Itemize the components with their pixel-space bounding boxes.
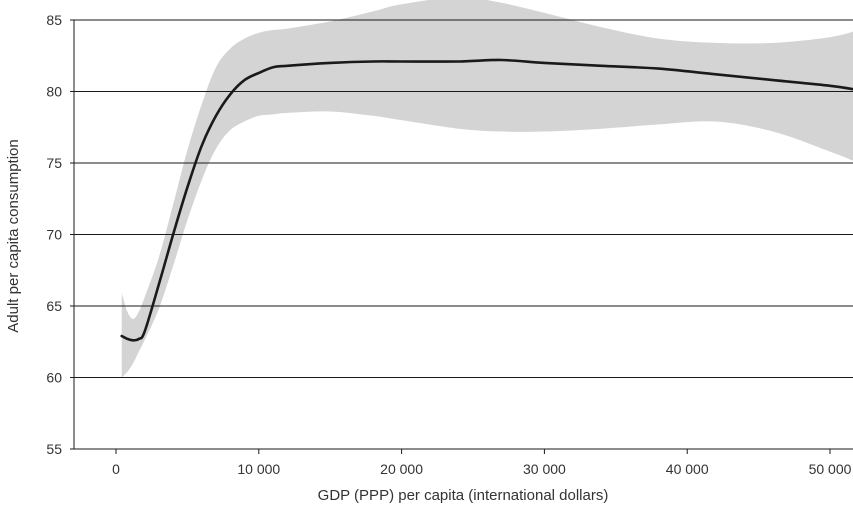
line-layer — [120, 58, 853, 342]
trend-line-0 — [120, 58, 853, 342]
y-tick-label: 75 — [46, 155, 62, 171]
band-layer — [121, 0, 853, 378]
y-tick-label: 85 — [46, 12, 62, 28]
y-axis-title: Adult per capita consumption — [5, 139, 22, 332]
axis-layer — [70, 19, 853, 454]
grid-layer — [74, 19, 853, 378]
x-tick-label: 0 — [112, 461, 120, 477]
x-tick-label: 50 000 — [809, 461, 852, 477]
x-tick-label: 20 000 — [380, 461, 423, 477]
x-tick-label: 40 000 — [666, 461, 709, 477]
x-tick-label: 30 000 — [523, 461, 566, 477]
y-tick-label: 65 — [46, 298, 62, 314]
y-tick-label: 80 — [46, 84, 62, 100]
label-layer: 55 60 65 70 75 80 85 0 10 000 20 000 30 000 40 000 5… — [46, 12, 851, 477]
y-tick-label: 55 — [46, 441, 62, 457]
x-axis-title: GDP (PPP) per capita (international doll… — [318, 487, 609, 504]
y-tick-label: 70 — [46, 227, 62, 243]
x-tick-label: 10 000 — [237, 461, 280, 477]
y-tick-label: 60 — [46, 370, 62, 386]
confidence-band-0 — [121, 0, 853, 378]
